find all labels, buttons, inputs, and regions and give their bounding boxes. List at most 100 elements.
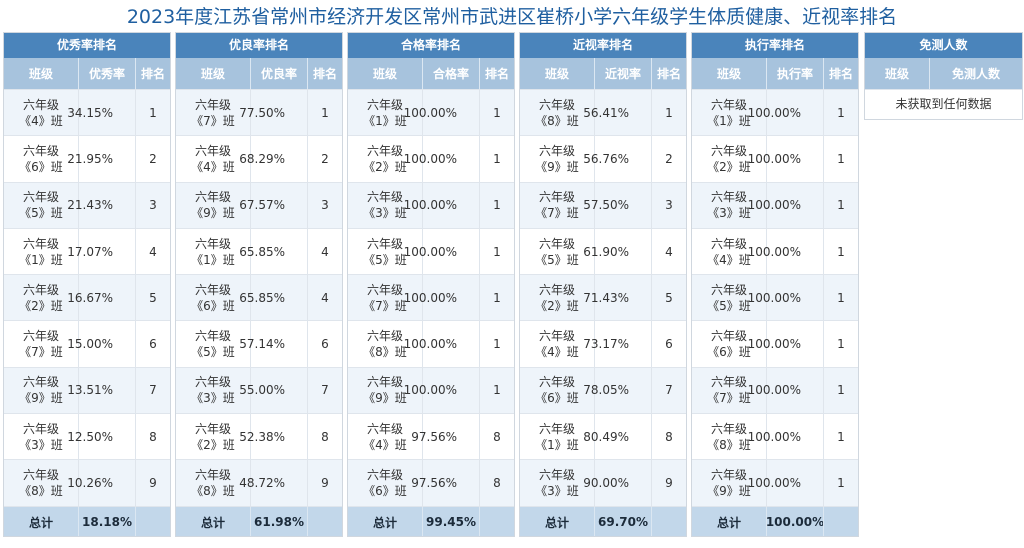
table-row: 六年级 《8》班 56.41% 1 [520,89,686,136]
class-cell: 六年级 《1》班 [348,90,422,135]
value-cell: 100.00% [748,321,823,367]
column-header-row: 班级 优良率 排名 [176,58,342,89]
table-row: 六年级 《5》班 61.90% 4 [520,227,686,275]
class-grade: 六年级 [194,97,231,112]
value-cell: 34.15% [67,90,135,136]
rank-cell: 8 [307,414,342,460]
value-cell: 100.00% [748,414,823,460]
ranking-panel-myopia: 近视率排名 班级 近视率 排名 六年级 《8》班 56.41% 1 六年级 《9》班 56.76% 2… [519,32,687,537]
column-header-value: 执行率 [766,58,823,89]
class-grade: 六年级 [22,190,59,205]
column-header-rank: 排名 [479,58,514,89]
class-name: 《8》班 [707,437,751,452]
table-row: 六年级 《8》班 10.26% 9 [4,459,170,506]
rank-cell: 1 [823,182,858,228]
value-cell: 100.00% [404,275,479,321]
class-cell: 六年级 《3》班 [176,368,250,413]
class-grade: 六年级 [22,329,59,344]
value-cell: 68.29% [239,136,307,182]
table-row: 六年级 《9》班 100.00% 1 [348,366,514,414]
class-grade: 六年级 [366,468,403,483]
class-cell: 六年级 《9》班 [348,368,422,413]
ranking-panel-execution: 执行率排名 班级 执行率 排名 六年级 《1》班 100.00% 1 六年级 《2》班 100.00… [691,32,859,537]
table-row: 六年级 《2》班 16.67% 5 [4,274,170,321]
panel-title: 执行率排名 [692,33,858,58]
class-cell: 六年级 《4》班 [692,229,766,274]
class-cell: 六年级 《8》班 [348,321,422,366]
class-cell: 六年级 《4》班 [176,136,250,181]
class-name: 《5》班 [363,252,407,267]
class-grade: 六年级 [22,468,59,483]
column-header-rank: 排名 [135,58,170,89]
rank-cell: 1 [479,228,514,275]
class-cell: 六年级 《2》班 [692,136,766,181]
class-name: 《2》班 [363,159,407,174]
class-cell: 六年级 《5》班 [4,183,78,228]
class-name: 《4》班 [363,437,407,452]
class-name: 《2》班 [535,298,579,313]
table-row: 六年级 《2》班 71.43% 5 [520,274,686,321]
class-cell: 六年级 《9》班 [692,460,766,505]
value-cell: 13.51% [67,367,135,414]
column-header-rank: 排名 [307,58,342,89]
class-grade: 六年级 [710,421,747,436]
class-cell: 六年级 《2》班 [520,275,594,320]
total-value: 61.98% [250,506,307,536]
value-cell: 100.00% [748,136,823,182]
class-name: 《3》班 [363,206,407,221]
class-cell: 六年级 《5》班 [692,275,766,320]
class-grade: 六年级 [366,97,403,112]
class-name: 《8》班 [363,345,407,360]
class-cell: 六年级 《9》班 [520,136,594,181]
value-cell: 48.72% [239,460,307,506]
class-cell: 六年级 《8》班 [176,460,250,505]
table-row: 六年级 《3》班 55.00% 7 [176,366,342,414]
rank-cell: 8 [479,414,514,460]
class-grade: 六年级 [538,329,575,344]
class-name: 《3》班 [19,437,63,452]
total-rank-cell [307,506,342,536]
class-grade: 六年级 [194,468,231,483]
class-name: 《2》班 [191,437,235,452]
column-header-row: 班级 近视率 排名 [520,58,686,89]
rank-cell: 1 [135,90,170,136]
class-cell: 六年级 《5》班 [348,229,422,274]
class-cell: 六年级 《5》班 [176,321,250,366]
class-cell: 六年级 《6》班 [348,460,422,505]
total-value: 100.00% [766,506,824,536]
class-name: 《1》班 [707,113,751,128]
table-row: 六年级 《6》班 100.00% 1 [692,320,858,367]
class-grade: 六年级 [194,421,231,436]
class-cell: 六年级 《7》班 [692,368,766,413]
table-row: 六年级 《5》班 100.00% 1 [692,274,858,321]
class-cell: 六年级 《7》班 [520,183,594,228]
value-cell: 97.56% [411,414,479,460]
value-cell: 100.00% [748,367,823,414]
table-row: 六年级 《4》班 34.15% 1 [4,89,170,136]
class-grade: 六年级 [22,143,59,158]
rank-cell: 6 [307,321,342,367]
value-cell: 67.57% [239,182,307,228]
panel-title: 近视率排名 [520,33,686,58]
class-name: 《8》班 [191,484,235,499]
value-cell: 100.00% [404,90,479,136]
class-cell: 六年级 《4》班 [348,414,422,459]
class-grade: 六年级 [366,375,403,390]
table-row: 六年级 《1》班 80.49% 8 [520,413,686,460]
class-grade: 六年级 [22,421,59,436]
class-grade: 六年级 [194,375,231,390]
rank-cell: 9 [135,460,170,506]
class-name: 《1》班 [363,113,407,128]
total-row: 总计 18.18% [4,505,170,536]
ranking-panel-excellent: 优秀率排名 班级 优秀率 排名 六年级 《4》班 34.15% 1 六年级 《6》班 21.95% 2… [3,32,171,537]
value-cell: 16.67% [67,275,135,321]
class-cell: 六年级 《6》班 [692,321,766,366]
value-cell: 100.00% [748,182,823,228]
class-name: 《7》班 [707,391,751,406]
table-row: 六年级 《6》班 78.05% 7 [520,366,686,414]
class-name: 《5》班 [191,345,235,360]
rank-cell: 3 [651,182,686,228]
value-cell: 57.50% [583,182,651,228]
class-cell: 六年级 《3》班 [4,414,78,459]
total-value: 99.45% [422,506,479,536]
